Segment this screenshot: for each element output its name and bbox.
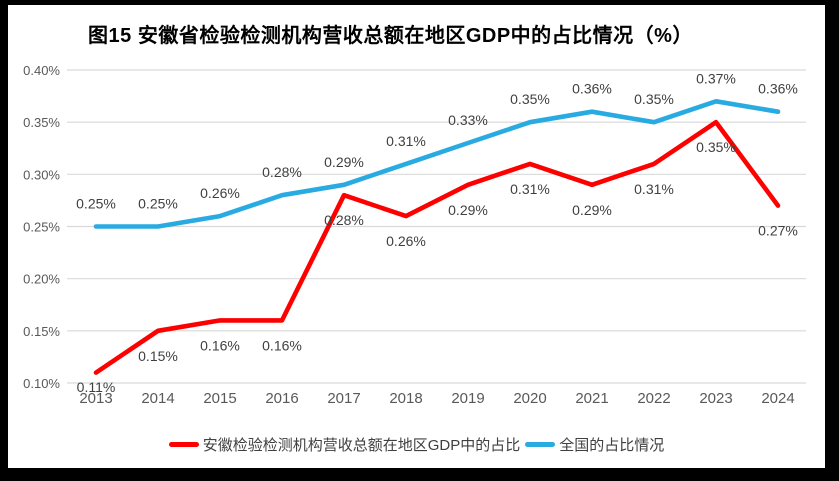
x-axis-tick-label: 2015 (203, 390, 236, 407)
data-label: 0.29% (324, 154, 364, 170)
data-label: 0.26% (386, 233, 426, 249)
legend-label-national: 全国的占比情况 (559, 437, 665, 454)
legend-item-anhui: 安徽检验检测机构营收总额在地区GDP中的占比 (168, 434, 521, 455)
x-axis-tick-label: 2018 (389, 390, 422, 407)
y-axis-tick-label: 0.20% (23, 272, 60, 287)
x-axis-tick-label: 2014 (141, 390, 174, 407)
x-axis-tick-label: 2013 (79, 390, 112, 407)
x-axis-tick-label: 2023 (699, 390, 732, 407)
data-label: 0.35% (634, 91, 674, 107)
data-label: 0.36% (572, 81, 612, 97)
data-label: 0.31% (386, 133, 426, 149)
x-axis-tick-label: 2021 (575, 390, 608, 407)
y-axis-tick-label: 0.10% (23, 376, 60, 391)
y-axis-tick-label: 0.25% (23, 220, 60, 235)
data-label: 0.29% (448, 202, 488, 218)
data-label: 0.25% (76, 196, 116, 212)
y-axis-tick-label: 0.35% (23, 115, 60, 130)
data-label: 0.26% (200, 185, 240, 201)
y-axis-tick-label: 0.30% (23, 167, 60, 182)
chart-panel: 图15 安徽省检验检测机构营收总额在地区GDP中的占比情况（%） 0.40% 0.… (8, 5, 825, 468)
legend-swatch-red-line (168, 442, 199, 447)
x-axis-tick-label: 2024 (761, 390, 794, 407)
data-label: 0.28% (262, 164, 302, 180)
legend-label-anhui: 安徽检验检测机构营收总额在地区GDP中的占比 (202, 437, 521, 454)
data-label: 0.35% (510, 91, 550, 107)
data-label: 0.36% (758, 81, 798, 97)
x-axis-tick-label: 2019 (451, 390, 484, 407)
data-label: 0.35% (696, 139, 736, 155)
chart-title: 图15 安徽省检验检测机构营收总额在地区GDP中的占比情况（%） (88, 25, 693, 47)
data-label: 0.28% (324, 212, 364, 228)
data-label: 0.31% (510, 181, 550, 197)
x-axis-tick-label: 2022 (637, 390, 670, 407)
line-chart-plot-area: 0.40% 0.35% 0.30% 0.25% 0.20% 0.15% 0.10% 2013 2… (23, 63, 806, 407)
x-axis-tick-label: 2017 (327, 390, 360, 407)
data-label: 0.29% (572, 202, 612, 218)
chart-legend: 安徽检验检测机构营收总额在地区GDP中的占比 全国的占比情况 (8, 434, 825, 455)
series-line-national (93, 99, 781, 229)
data-label: 0.11% (77, 379, 116, 395)
x-axis-tick-label: 2020 (513, 390, 546, 407)
data-label: 0.37% (696, 70, 736, 86)
y-axis-tick-label: 0.15% (23, 324, 60, 339)
data-label: 0.15% (138, 348, 178, 364)
legend-swatch-blue-line (525, 442, 556, 447)
legend-item-national: 全国的占比情况 (525, 434, 664, 455)
data-label: 0.33% (448, 112, 488, 128)
y-axis-tick-label: 0.40% (23, 63, 60, 78)
data-label: 0.16% (262, 337, 302, 353)
data-label: 0.27% (758, 223, 798, 239)
data-label: 0.16% (200, 337, 240, 353)
data-label: 0.25% (138, 196, 178, 212)
data-label: 0.31% (634, 181, 674, 197)
series-line-anhui (93, 119, 781, 375)
x-axis-tick-label: 2016 (265, 390, 298, 407)
